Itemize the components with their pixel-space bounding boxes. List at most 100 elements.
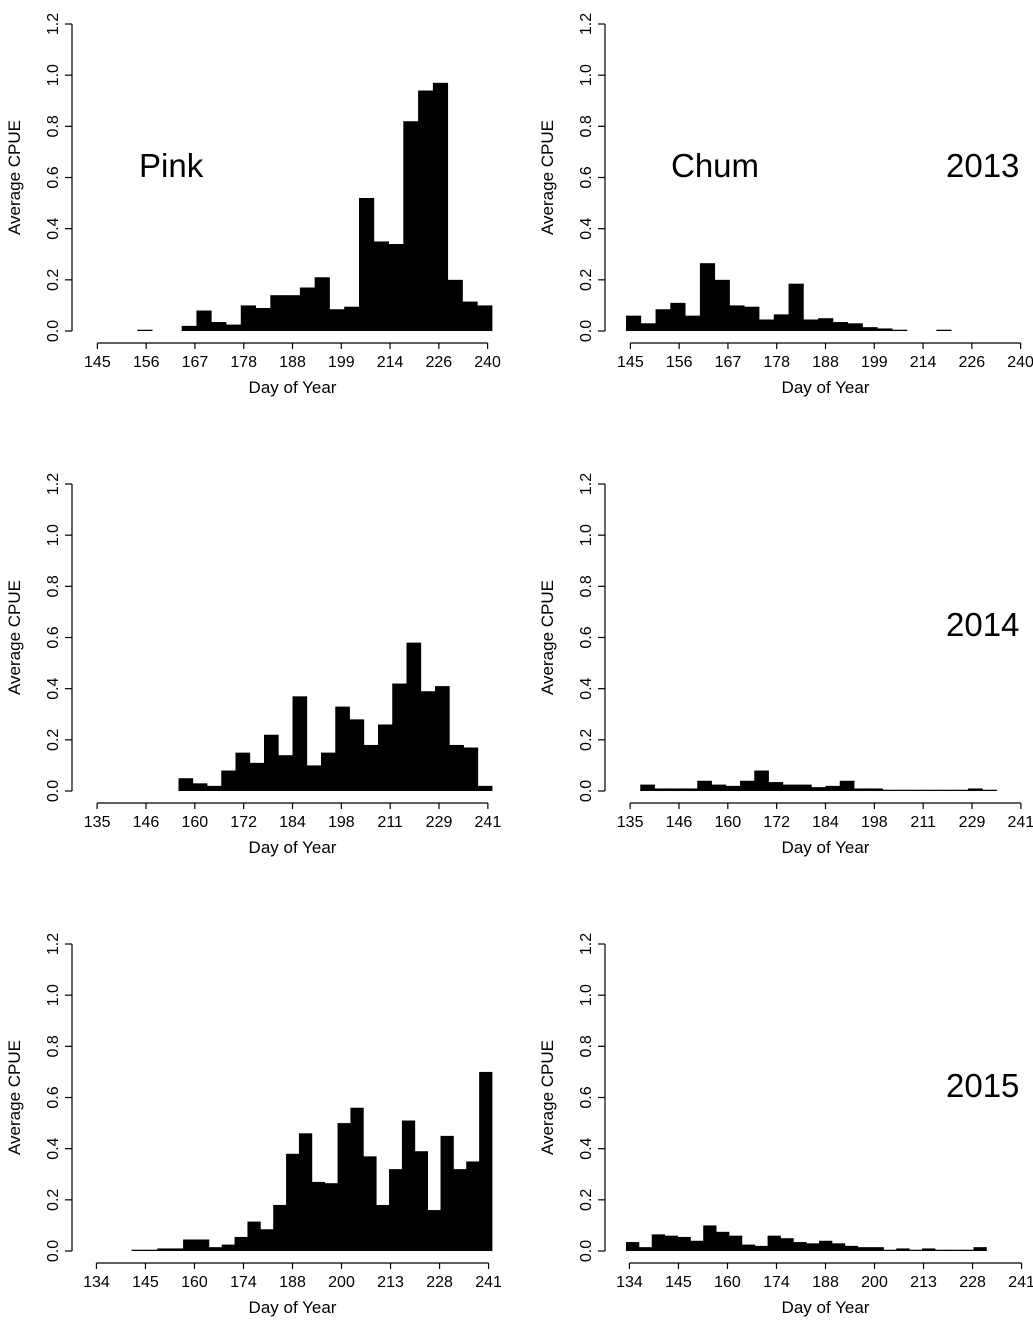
y-tick-label: 0.6 (578, 166, 595, 188)
y-tick-label: 1.2 (578, 13, 595, 35)
bar (221, 770, 236, 791)
x-tick-label: 172 (763, 814, 790, 831)
bar (640, 323, 656, 331)
x-axis-title: Day of Year (249, 378, 337, 397)
x-tick-label: 188 (279, 354, 306, 371)
bar (896, 789, 912, 791)
panel-pink-2013: 0.0 0.2 0.4 0.6 0.8 1.0 1.2 Average CPUE 145 156 1… (5, 13, 501, 397)
bar (793, 1242, 807, 1251)
y-axis-title: Average CPUE (5, 120, 24, 235)
bar (882, 789, 898, 791)
panel-pink-2015: 0.0 0.2 0.4 0.6 0.8 1.0 1.2 Average CPUE 134 145 1… (5, 933, 502, 1317)
x-tick-label: 228 (959, 1274, 986, 1291)
y-tick-label: 1.0 (45, 64, 62, 86)
y-tick-label: 1.2 (45, 933, 62, 955)
bar (754, 1245, 768, 1251)
y-tick-label: 1.0 (45, 524, 62, 546)
bar (818, 318, 834, 331)
y-axis-title: Average CPUE (5, 580, 24, 695)
y-tick-label: 0.6 (45, 166, 62, 188)
bar (668, 788, 684, 791)
panel-chum-2015: 0.0 0.2 0.4 0.6 0.8 1.0 1.2 Average CPUE 134 145 1… (538, 933, 1033, 1317)
bar (418, 90, 434, 332)
bar (299, 287, 316, 331)
bar (195, 1239, 210, 1251)
bar (373, 241, 389, 331)
bar (435, 686, 450, 791)
bar (936, 329, 952, 331)
bar (137, 329, 153, 331)
bar (221, 1244, 235, 1251)
bar (324, 1183, 338, 1251)
bar (832, 322, 849, 331)
x-tick-label: 229 (959, 814, 986, 831)
x-tick-label: 160 (714, 814, 741, 831)
x-axis-title: Day of Year (249, 1298, 337, 1317)
bar (211, 322, 227, 331)
bar (477, 785, 493, 791)
bar (654, 788, 670, 791)
bar (973, 1247, 987, 1251)
bar (414, 1151, 429, 1251)
bar (877, 328, 893, 331)
bar (939, 789, 955, 791)
bar (690, 1240, 704, 1251)
bar (728, 1235, 743, 1251)
x-tick-label: 226 (958, 354, 985, 371)
bar (447, 279, 463, 331)
bar (862, 327, 878, 331)
bar (463, 747, 479, 791)
bar (234, 1236, 248, 1251)
y-tick-label: 1.2 (578, 473, 595, 495)
y-axis-title: Average CPUE (5, 1040, 24, 1155)
y-axis-title: Average CPUE (538, 120, 557, 235)
bar (427, 1210, 441, 1251)
y-tick-label: 0.2 (578, 729, 595, 751)
bar (321, 752, 336, 792)
bar (677, 1236, 691, 1251)
y-tick-label: 0.6 (45, 626, 62, 648)
bar (207, 785, 222, 791)
bar (260, 1229, 274, 1251)
x-tick-label: 229 (426, 814, 453, 831)
bar (226, 324, 242, 331)
x-axis-title: Day of Year (782, 378, 870, 397)
x-tick-label: 134 (616, 1274, 643, 1291)
y-tick-label: 0.0 (45, 320, 62, 342)
y-tick-label: 1.2 (45, 13, 62, 35)
x-tick-label: 174 (763, 1274, 790, 1291)
y-tick-label: 0.6 (45, 1086, 62, 1108)
x-tick-label: 199 (861, 354, 888, 371)
bar (349, 719, 365, 791)
panel-chum-2014: 0.0 0.2 0.4 0.6 0.8 1.0 1.2 Average CPUE 135 146 1… (538, 473, 1033, 857)
bar (844, 1245, 859, 1251)
x-tick-label: 156 (666, 354, 693, 371)
bar (403, 121, 419, 331)
bar (819, 1240, 833, 1251)
x-tick-label: 167 (182, 354, 209, 371)
bar (157, 1248, 171, 1251)
bar (883, 1249, 897, 1251)
bar (337, 1123, 351, 1251)
x-tick-label: 241 (475, 814, 502, 831)
y-tick-label: 0.2 (45, 1189, 62, 1211)
bar (270, 295, 286, 331)
x-tick-label: 198 (861, 814, 888, 831)
bar (773, 314, 789, 331)
bar (477, 305, 493, 331)
y-tick-label: 0.4 (45, 217, 62, 239)
bar (960, 1249, 974, 1251)
bar (420, 691, 436, 791)
bar (744, 306, 760, 331)
x-tick-label: 160 (714, 1274, 741, 1291)
y-tick-label: 0.2 (45, 729, 62, 751)
bar (389, 1169, 403, 1251)
x-tick-label: 213 (910, 1274, 937, 1291)
y-axis-title: Average CPUE (538, 1040, 557, 1155)
bar (392, 683, 407, 791)
y-tick-label: 0.0 (45, 780, 62, 802)
bar (803, 319, 819, 331)
bar (782, 784, 798, 791)
y-tick-label: 0.2 (45, 269, 62, 291)
x-tick-label: 188 (279, 1274, 306, 1291)
